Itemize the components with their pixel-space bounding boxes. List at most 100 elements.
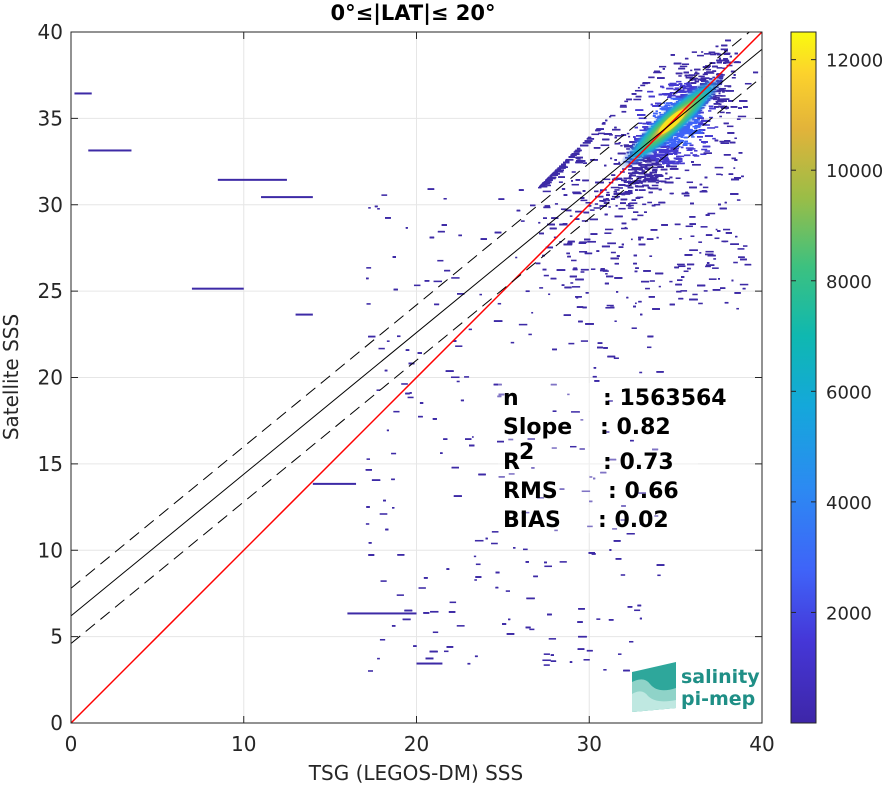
density-bin: [604, 232, 612, 234]
density-bin: [719, 103, 722, 106]
density-bin: [443, 438, 448, 440]
density-bin: [498, 393, 505, 396]
density-bin: [707, 72, 715, 74]
density-bin: [725, 112, 731, 114]
density-bin: [628, 203, 631, 205]
density-bin: [550, 383, 557, 386]
density-bin: [553, 171, 558, 174]
density-bin: [443, 197, 447, 200]
density-bin: [405, 227, 408, 229]
density-bin: [634, 126, 638, 129]
density-bin: [540, 184, 546, 187]
density-bin: [448, 611, 456, 613]
density-bin: [689, 87, 693, 89]
density-bin: [684, 57, 689, 60]
density-bin: [508, 473, 515, 475]
density-bin: [700, 111, 704, 114]
density-bin: [539, 287, 544, 289]
density-bin: [723, 58, 728, 60]
density-bin: [714, 126, 719, 128]
density-bin: [703, 290, 708, 292]
density-bin: [539, 232, 544, 235]
density-bin: [607, 355, 616, 358]
density-bin: [684, 74, 687, 77]
density-bin: [668, 83, 676, 86]
density-bin: [573, 192, 582, 195]
density-bin: [567, 242, 573, 245]
density-bin: [675, 91, 681, 93]
density-bin: [719, 207, 727, 210]
density-bin: [657, 574, 661, 577]
density-bin: [614, 135, 624, 137]
density-bin: [614, 126, 617, 129]
density-bin: [677, 141, 684, 143]
density-bin: [474, 579, 477, 581]
density-bin: [706, 71, 714, 73]
density-bin: [368, 335, 376, 338]
density-bin: [547, 184, 551, 187]
density-bin: [368, 542, 372, 544]
density-bin: [614, 142, 620, 145]
density-bin: [365, 469, 372, 471]
density-bin: [562, 223, 568, 225]
density-bin: [549, 227, 557, 230]
density-bin: [659, 107, 668, 110]
density-bin: [407, 396, 414, 399]
density-bin: [675, 98, 680, 100]
density-bin: [605, 273, 608, 275]
density-bin: [634, 302, 637, 305]
density-bin: [721, 44, 728, 47]
density-bin: [593, 207, 601, 209]
density-bin: [380, 580, 387, 582]
density-bin: [633, 262, 637, 265]
density-bin: [586, 649, 593, 652]
density-bin: [724, 85, 732, 87]
density-bin: [734, 137, 737, 140]
density-bin: [642, 126, 649, 128]
density-bin: [631, 218, 638, 221]
density-bin: [731, 76, 736, 79]
density-bin: [596, 618, 601, 620]
density-bin: [642, 179, 650, 181]
density-bin: [725, 232, 732, 234]
density-bin: [531, 467, 535, 469]
density-bin: [678, 75, 682, 77]
density-bin: [614, 159, 617, 161]
density-bin: [584, 140, 593, 142]
density-bin: [520, 220, 525, 222]
density-bin: [682, 87, 690, 90]
density-bin: [652, 115, 656, 117]
density-bin: [525, 626, 531, 629]
density-bin: [689, 186, 697, 189]
density-bin: [675, 177, 681, 180]
density-bin: [692, 118, 700, 121]
density-bin: [556, 269, 566, 271]
density-bin: [564, 286, 572, 289]
density-bin: [655, 158, 661, 161]
density-bin: [576, 297, 579, 299]
density-bin: [530, 204, 536, 207]
density-bin: [518, 323, 528, 326]
density-bin: [638, 122, 643, 125]
density-bin: [576, 159, 583, 162]
density-bin: [596, 250, 600, 252]
density-bin: [647, 180, 656, 183]
density-bin: [694, 132, 703, 134]
density-bin: [640, 313, 643, 316]
density-bin: [365, 523, 370, 525]
density-bin: [579, 448, 585, 450]
density-bin: [673, 152, 682, 154]
density-bin: [690, 235, 695, 238]
density-bin: [717, 203, 721, 206]
density-bin: [377, 208, 380, 210]
density-bin: [570, 154, 577, 157]
density-bin: [580, 144, 589, 147]
density-bin: [633, 305, 636, 308]
density-bin: [719, 111, 725, 114]
density-bin: [580, 199, 588, 202]
density-bin: [691, 136, 695, 138]
density-bin: [702, 186, 709, 189]
density-bin: [704, 150, 710, 152]
density-bin: [707, 254, 716, 257]
density-bin: [693, 155, 700, 157]
